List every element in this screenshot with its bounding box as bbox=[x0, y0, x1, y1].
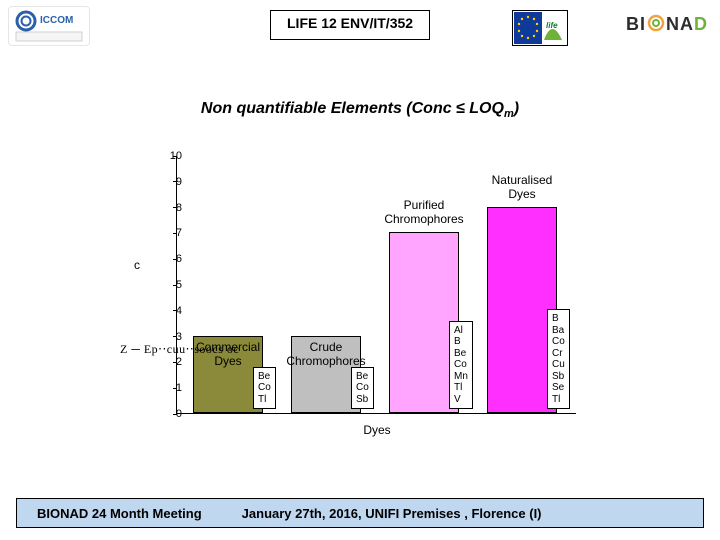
title-suffix: ) bbox=[514, 100, 519, 117]
chart-title: Non quantifiable Elements (Conc ≤ LOQm) bbox=[120, 100, 600, 120]
y-tick-label: 3 bbox=[156, 331, 182, 343]
element-list-box: AlBBeCoMnTlV bbox=[449, 321, 473, 410]
element-symbol: Co bbox=[258, 382, 271, 394]
element-symbol: B bbox=[552, 313, 565, 325]
bionad-logo: BINAD bbox=[626, 14, 708, 35]
bar-label: PurifiedChromophores bbox=[369, 198, 479, 226]
element-symbol: Co bbox=[356, 382, 369, 394]
overlay-scribble: Z ─ Ep⋅⋅cuu⋅⋅soocs oc bbox=[120, 342, 239, 357]
element-symbol: Be bbox=[454, 348, 468, 360]
bar-label: CrudeChromophores bbox=[271, 340, 381, 368]
element-list-box: BeCoTl bbox=[253, 367, 276, 410]
y-tick-label: 1 bbox=[156, 382, 182, 394]
element-symbol: Tl bbox=[454, 382, 468, 394]
svg-text:life: life bbox=[546, 21, 558, 30]
element-symbol: Cu bbox=[552, 359, 565, 371]
element-list-box: BBaCoCrCuSbSeTl bbox=[547, 309, 570, 409]
y-tick-label: 4 bbox=[156, 305, 182, 317]
element-symbol: B bbox=[454, 336, 468, 348]
element-symbol: Be bbox=[356, 371, 369, 383]
y-tick-label: 7 bbox=[156, 227, 182, 239]
element-symbol: Cr bbox=[552, 348, 565, 360]
y-axis-label: c bbox=[134, 258, 140, 272]
plot-area: Dyes CommercialDyesBeCoTlCrudeChromophor… bbox=[176, 156, 576, 414]
y-tick-label: 6 bbox=[156, 253, 182, 265]
element-symbol: Sb bbox=[552, 371, 565, 383]
element-symbol: Mn bbox=[454, 371, 468, 383]
project-code-box: LIFE 12 ENV/IT/352 bbox=[270, 10, 430, 40]
y-tick-label: 8 bbox=[156, 202, 182, 214]
footer-left: BIONAD 24 Month Meeting bbox=[37, 506, 202, 521]
element-symbol: Se bbox=[552, 382, 565, 394]
y-tick-label: 9 bbox=[156, 176, 182, 188]
element-symbol: Al bbox=[454, 325, 468, 337]
bionad-ring-icon bbox=[646, 14, 666, 32]
y-tick-label: 10 bbox=[156, 150, 182, 162]
y-tick-label: 0 bbox=[156, 408, 182, 420]
iccom-logo: ICCOM bbox=[8, 6, 90, 46]
element-symbol: Co bbox=[454, 359, 468, 371]
header-bar: ICCOM LIFE 12 ENV/IT/352 life BINAD bbox=[0, 6, 720, 50]
y-tick-label: 2 bbox=[156, 356, 182, 368]
footer-right: January 27th, 2016, UNIFI Premises , Flo… bbox=[242, 506, 542, 521]
element-symbol: V bbox=[454, 394, 468, 406]
title-prefix: Non quantifiable Elements (Conc ≤ LOQ bbox=[201, 100, 504, 117]
y-tick-label: 5 bbox=[156, 279, 182, 291]
bar-label: NaturalisedDyes bbox=[467, 173, 577, 201]
element-symbol: Be bbox=[258, 371, 271, 383]
bar-chart: Dyes CommercialDyesBeCoTlCrudeChromophor… bbox=[120, 148, 590, 458]
element-symbol: Tl bbox=[258, 394, 271, 406]
element-symbol: Co bbox=[552, 336, 565, 348]
iccom-text: ICCOM bbox=[40, 15, 73, 26]
element-symbol: Ba bbox=[552, 325, 565, 337]
element-symbol: Tl bbox=[552, 394, 565, 406]
footer-bar: BIONAD 24 Month Meeting January 27th, 20… bbox=[16, 498, 704, 528]
x-axis-label: Dyes bbox=[177, 423, 577, 437]
eu-life-logo: life bbox=[512, 10, 568, 46]
element-list-box: BeCoSb bbox=[351, 367, 374, 410]
title-sub: m bbox=[504, 108, 514, 120]
element-symbol: Sb bbox=[356, 394, 369, 406]
